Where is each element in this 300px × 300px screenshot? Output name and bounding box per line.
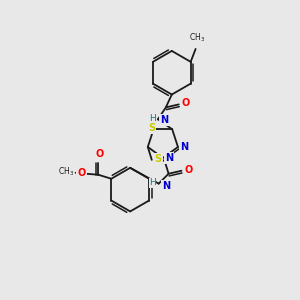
Text: N: N <box>180 142 188 152</box>
Text: S: S <box>155 154 162 164</box>
Text: H: H <box>149 178 156 187</box>
Text: N: N <box>160 115 168 125</box>
Text: O: O <box>182 98 190 108</box>
Text: N: N <box>165 153 173 163</box>
Text: O: O <box>95 149 104 159</box>
Text: O: O <box>77 168 86 178</box>
Text: H: H <box>149 114 156 123</box>
Text: CH$_3$: CH$_3$ <box>188 32 205 44</box>
Text: CH$_3$: CH$_3$ <box>58 166 74 178</box>
Text: N: N <box>162 181 170 190</box>
Text: S: S <box>148 123 155 133</box>
Text: O: O <box>184 165 193 175</box>
